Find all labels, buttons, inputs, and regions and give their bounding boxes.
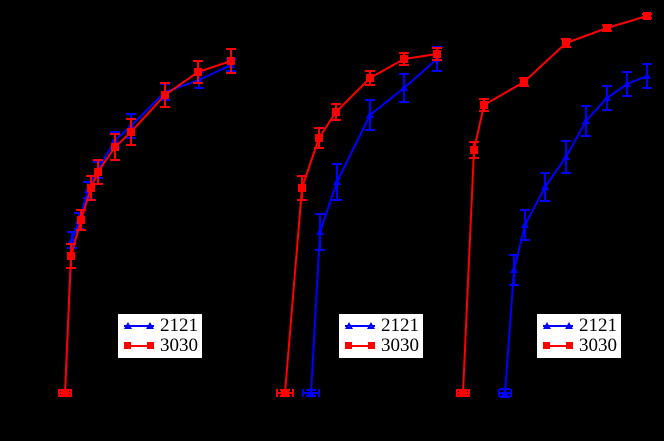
- legend-label: 3030: [579, 335, 617, 356]
- square-marker-icon: [400, 55, 408, 63]
- panel-left: [58, 48, 236, 397]
- square-marker-icon: [480, 101, 488, 109]
- legend-label: 2121: [381, 315, 419, 336]
- triangle-marker-icon: [501, 389, 509, 396]
- square-marker-icon: [603, 24, 611, 32]
- triangle-marker-icon: [643, 72, 651, 79]
- triangle-marker-icon: [510, 266, 518, 273]
- square-marker-icon: [67, 252, 75, 260]
- square-marker-icon: [194, 68, 202, 76]
- triangle-marker-icon: [562, 153, 570, 160]
- square-marker-icon: [61, 389, 69, 397]
- square-marker-icon: [366, 74, 374, 82]
- square-marker-icon: [643, 12, 651, 20]
- square-marker-icon: [87, 184, 95, 192]
- square-marker-icon: [227, 57, 235, 65]
- series-3030: [456, 12, 652, 397]
- square-marker-icon: [470, 146, 478, 154]
- square-marker-icon: [77, 216, 85, 224]
- square-marker-icon: [562, 39, 570, 47]
- legend-item-3030: 3030: [541, 336, 617, 356]
- legend-left: 2121 3030: [117, 313, 203, 359]
- triangle-marker-icon: [623, 80, 631, 87]
- triangle-marker-icon: [366, 111, 374, 118]
- legend-label: 2121: [579, 315, 617, 336]
- square-marker-icon: [433, 50, 441, 58]
- legend-right: 2121 3030: [536, 313, 622, 359]
- legend-item-2121: 2121: [343, 316, 419, 336]
- square-marker-icon: [111, 143, 119, 151]
- legend-label: 2121: [160, 315, 198, 336]
- legend-middle: 2121 3030: [338, 313, 424, 359]
- square-marker-icon: [541, 340, 575, 352]
- square-marker-icon: [298, 184, 306, 192]
- legend-item-2121: 2121: [541, 316, 617, 336]
- square-marker-icon: [281, 389, 289, 397]
- series-2121: [498, 63, 652, 398]
- square-marker-icon: [343, 340, 377, 352]
- triangle-marker-icon: [333, 178, 341, 185]
- triangle-marker-icon: [316, 228, 324, 235]
- legend-label: 3030: [160, 335, 198, 356]
- triangle-marker-icon: [521, 221, 529, 228]
- square-marker-icon: [127, 128, 135, 136]
- square-marker-icon: [332, 108, 340, 116]
- triangle-marker-icon: [400, 84, 408, 91]
- series-2121: [302, 46, 442, 397]
- square-marker-icon: [161, 91, 169, 99]
- triangle-marker-icon: [122, 320, 156, 332]
- square-marker-icon: [459, 389, 467, 397]
- triangle-marker-icon: [541, 320, 575, 332]
- square-marker-icon: [94, 168, 102, 176]
- square-marker-icon: [315, 134, 323, 142]
- triangle-marker-icon: [68, 236, 76, 243]
- square-marker-icon: [520, 78, 528, 86]
- series-3030: [276, 47, 442, 397]
- triangle-marker-icon: [307, 389, 315, 396]
- legend-item-3030: 3030: [122, 336, 198, 356]
- legend-label: 3030: [381, 335, 419, 356]
- triangle-marker-icon: [603, 94, 611, 101]
- legend-item-3030: 3030: [343, 336, 419, 356]
- panel-right: [456, 12, 652, 398]
- legend-item-2121: 2121: [122, 316, 198, 336]
- triangle-marker-icon: [343, 320, 377, 332]
- square-marker-icon: [122, 340, 156, 352]
- triangle-marker-icon: [582, 117, 590, 124]
- triangle-marker-icon: [541, 183, 549, 190]
- series-3030: [58, 48, 236, 397]
- panel-middle: [276, 46, 442, 397]
